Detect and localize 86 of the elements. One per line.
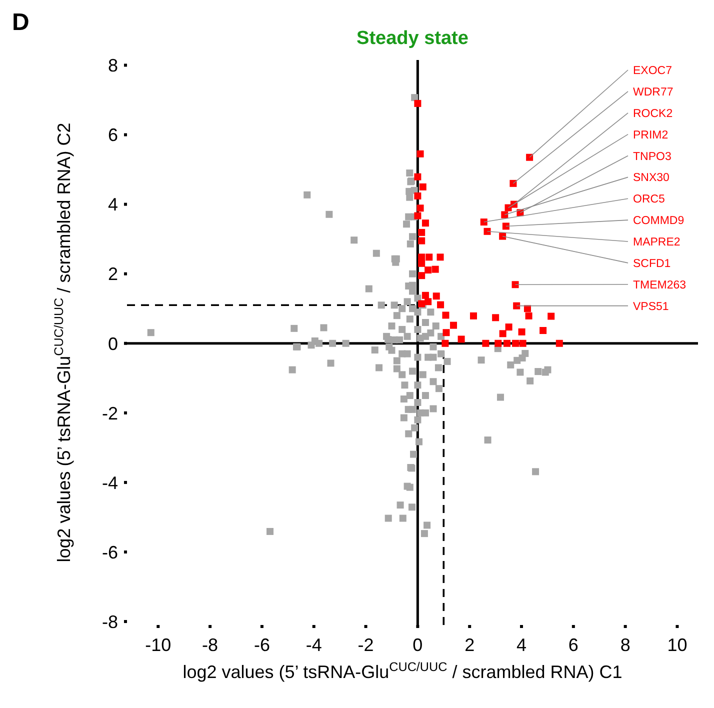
annotation: WDR77 xyxy=(633,86,674,98)
point xyxy=(556,340,563,347)
x-axis-title: log2 values (5’ tsRNA-Glu$^{CUC/UUC}$/ scrambled RNA) C1 xyxy=(182,660,622,682)
y-tick-label: 2 xyxy=(108,264,118,284)
point xyxy=(505,324,512,331)
point xyxy=(458,336,465,343)
point xyxy=(470,312,477,320)
point xyxy=(414,192,422,200)
point xyxy=(494,340,502,347)
point xyxy=(432,292,440,300)
point xyxy=(519,340,526,347)
point xyxy=(504,204,512,212)
point xyxy=(437,301,444,308)
point xyxy=(513,302,520,310)
point xyxy=(416,150,424,158)
point xyxy=(442,340,449,347)
point xyxy=(418,260,426,267)
annotation: SCFD1 xyxy=(633,258,671,270)
point xyxy=(422,292,429,299)
point xyxy=(482,340,490,347)
annotation: EXOC7 xyxy=(633,65,672,77)
x-tick-label: -6 xyxy=(254,634,270,655)
point xyxy=(432,266,439,273)
annotation: SNX30 xyxy=(633,172,670,184)
point xyxy=(422,220,429,227)
point xyxy=(484,228,491,235)
annotation: ROCK2 xyxy=(633,108,673,120)
y-tick-label: -2 xyxy=(102,403,118,424)
annotation: MAPRE2 xyxy=(633,236,680,249)
point xyxy=(414,212,422,220)
point xyxy=(418,272,426,280)
annotation: TMEM263 xyxy=(633,279,686,292)
point xyxy=(480,218,488,226)
y-tick-label: -8 xyxy=(102,612,118,632)
y-tick-label: 6 xyxy=(108,125,118,146)
point xyxy=(450,322,458,329)
x-tick-label: -8 xyxy=(202,634,218,655)
y-tick-label: 0 xyxy=(108,334,118,354)
point xyxy=(426,254,433,261)
point xyxy=(414,173,422,180)
point xyxy=(548,312,555,320)
point xyxy=(526,154,534,161)
point xyxy=(524,305,531,312)
chart-title: Steady state xyxy=(356,28,468,49)
x-tick-label: -10 xyxy=(145,634,172,655)
y-tick-label: -6 xyxy=(102,542,118,562)
text: D xyxy=(12,9,30,36)
x-tick-label: 2 xyxy=(464,634,475,655)
x-tick-label: 10 xyxy=(667,634,688,655)
x-tick-label: 6 xyxy=(568,634,578,655)
point xyxy=(512,281,519,288)
point xyxy=(414,100,422,107)
point xyxy=(518,328,526,336)
point xyxy=(418,237,426,244)
point xyxy=(525,312,532,320)
x-tick-label: 4 xyxy=(516,634,527,655)
point xyxy=(499,232,506,240)
annotation: PRIM2 xyxy=(633,129,668,142)
x-tick-label: -4 xyxy=(306,634,322,655)
point xyxy=(442,329,450,336)
point xyxy=(424,266,432,274)
point xyxy=(540,327,547,334)
point xyxy=(492,314,500,322)
annotation: VPS51 xyxy=(633,300,669,313)
point xyxy=(418,228,426,236)
point xyxy=(512,340,520,347)
point xyxy=(424,298,432,306)
y-tick-label: -4 xyxy=(102,472,118,493)
x-tick-label: 0 xyxy=(412,634,423,655)
point xyxy=(418,254,426,261)
point xyxy=(502,222,510,230)
annotation: ORC5 xyxy=(633,194,665,206)
point xyxy=(503,340,510,347)
point xyxy=(501,211,508,218)
point xyxy=(442,312,450,319)
x-tick-label: -2 xyxy=(358,634,374,655)
point xyxy=(436,254,444,261)
y-tick-label: 4 xyxy=(108,194,118,215)
point xyxy=(416,204,424,212)
annotation: TNPO3 xyxy=(633,150,672,163)
point xyxy=(510,180,517,187)
point xyxy=(419,183,426,190)
annotation: COMMD9 xyxy=(633,215,684,228)
y-tick-label: 8 xyxy=(108,56,118,76)
x-tick-label: 8 xyxy=(620,634,630,655)
point xyxy=(499,330,506,338)
